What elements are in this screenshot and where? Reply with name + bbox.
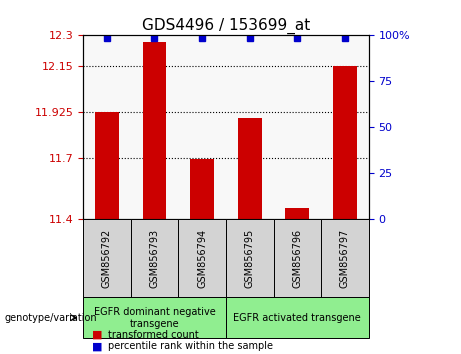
Text: GSM856793: GSM856793 (149, 229, 160, 288)
Text: percentile rank within the sample: percentile rank within the sample (108, 341, 273, 351)
Bar (333, 66, 357, 219)
Text: GSM856797: GSM856797 (340, 229, 350, 288)
Bar (190, 159, 214, 219)
Text: ■: ■ (92, 341, 103, 351)
Text: genotype/variation: genotype/variation (5, 313, 97, 323)
Text: GSM856794: GSM856794 (197, 229, 207, 288)
Text: transformed count: transformed count (108, 330, 199, 339)
Bar (142, 41, 166, 219)
Bar (285, 208, 309, 219)
Text: EGFR activated transgene: EGFR activated transgene (233, 313, 361, 323)
Bar (95, 112, 118, 219)
Bar (238, 118, 261, 219)
Text: GSM856792: GSM856792 (102, 229, 112, 288)
Text: EGFR dominant negative
transgene: EGFR dominant negative transgene (94, 307, 215, 329)
Text: GSM856796: GSM856796 (292, 229, 302, 288)
Text: GSM856795: GSM856795 (245, 229, 255, 288)
Text: ■: ■ (92, 330, 103, 339)
Title: GDS4496 / 153699_at: GDS4496 / 153699_at (142, 18, 310, 34)
